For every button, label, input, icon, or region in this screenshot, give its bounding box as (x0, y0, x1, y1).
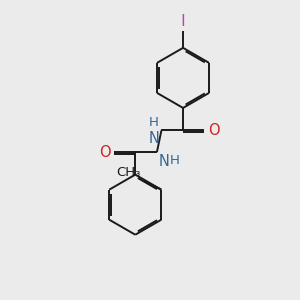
Text: H: H (149, 116, 159, 129)
Text: N: N (148, 131, 159, 146)
Text: H: H (170, 154, 180, 166)
Text: CH₃: CH₃ (116, 166, 141, 179)
Text: O: O (99, 145, 110, 160)
Text: I: I (181, 14, 185, 29)
Text: O: O (208, 123, 220, 138)
Text: N: N (158, 154, 169, 169)
